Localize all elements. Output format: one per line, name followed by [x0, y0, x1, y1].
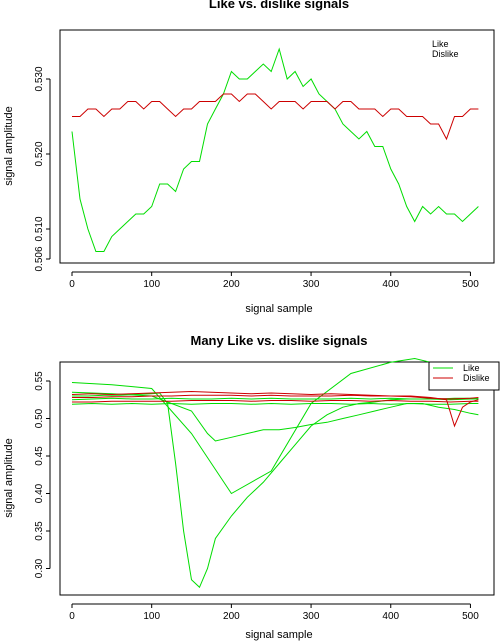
series-line-like-0 [71, 47, 479, 252]
y-tick-label: 0.35 [34, 521, 45, 541]
series-line-like-3 [71, 357, 479, 495]
x-tick-label: 400 [382, 279, 399, 290]
y-tick-label: 0.50 [34, 408, 45, 428]
legend-frame [428, 361, 500, 391]
series-line-dislike-6 [72, 399, 479, 403]
y-tick-label: 0.45 [34, 446, 45, 466]
y-tick-label: 0.506 [34, 246, 45, 271]
legend-entry-like: Like [463, 363, 480, 373]
series-line-dislike-1 [72, 93, 479, 141]
x-tick-label: 200 [223, 279, 240, 290]
x-tick-label: 300 [303, 611, 320, 622]
legend-entry-dislike: Dislike [432, 49, 459, 59]
series-line-like-2 [72, 392, 479, 589]
chart-like-vs-dislike: Like vs. dislike signals signal sample s… [3, 0, 495, 315]
x-tick-label: 200 [223, 611, 240, 622]
y-tick-label: 0.30 [34, 558, 45, 578]
x-tick-label: 300 [303, 279, 320, 290]
y-axis-label: signal amplitude [3, 106, 15, 186]
chart-title: Many Like vs. dislike signals [190, 333, 367, 348]
x-axis-label: signal sample [245, 303, 312, 315]
y-tick-label: 0.40 [34, 483, 45, 503]
legend-entry-like: Like [432, 39, 449, 49]
x-tick-label: 400 [382, 611, 399, 622]
x-axis-label: signal sample [245, 629, 312, 641]
x-tick-label: 0 [69, 279, 75, 290]
y-tick-label: 0.530 [34, 66, 45, 91]
y-tick-label: 0.510 [34, 216, 45, 241]
chart-many-like-vs-dislike: Many Like vs. dislike signals signal sam… [3, 333, 500, 641]
series-line-dislike-7 [71, 390, 479, 400]
x-tick-label: 500 [462, 611, 479, 622]
x-tick-label: 100 [143, 611, 160, 622]
x-tick-label: 0 [69, 611, 75, 622]
y-tick-label: 0.55 [34, 371, 45, 391]
y-axis-label: signal amplitude [3, 438, 15, 518]
series-line-like-4 [71, 391, 479, 442]
plot-frame [59, 29, 495, 264]
y-tick-label: 0.520 [34, 141, 45, 166]
plot-frame [59, 361, 495, 596]
x-tick-label: 500 [462, 279, 479, 290]
series-line-dislike-5 [72, 394, 479, 428]
x-tick-label: 100 [143, 279, 160, 290]
chart-title: Like vs. dislike signals [209, 0, 349, 11]
legend-entry-dislike: Dislike [463, 373, 490, 383]
